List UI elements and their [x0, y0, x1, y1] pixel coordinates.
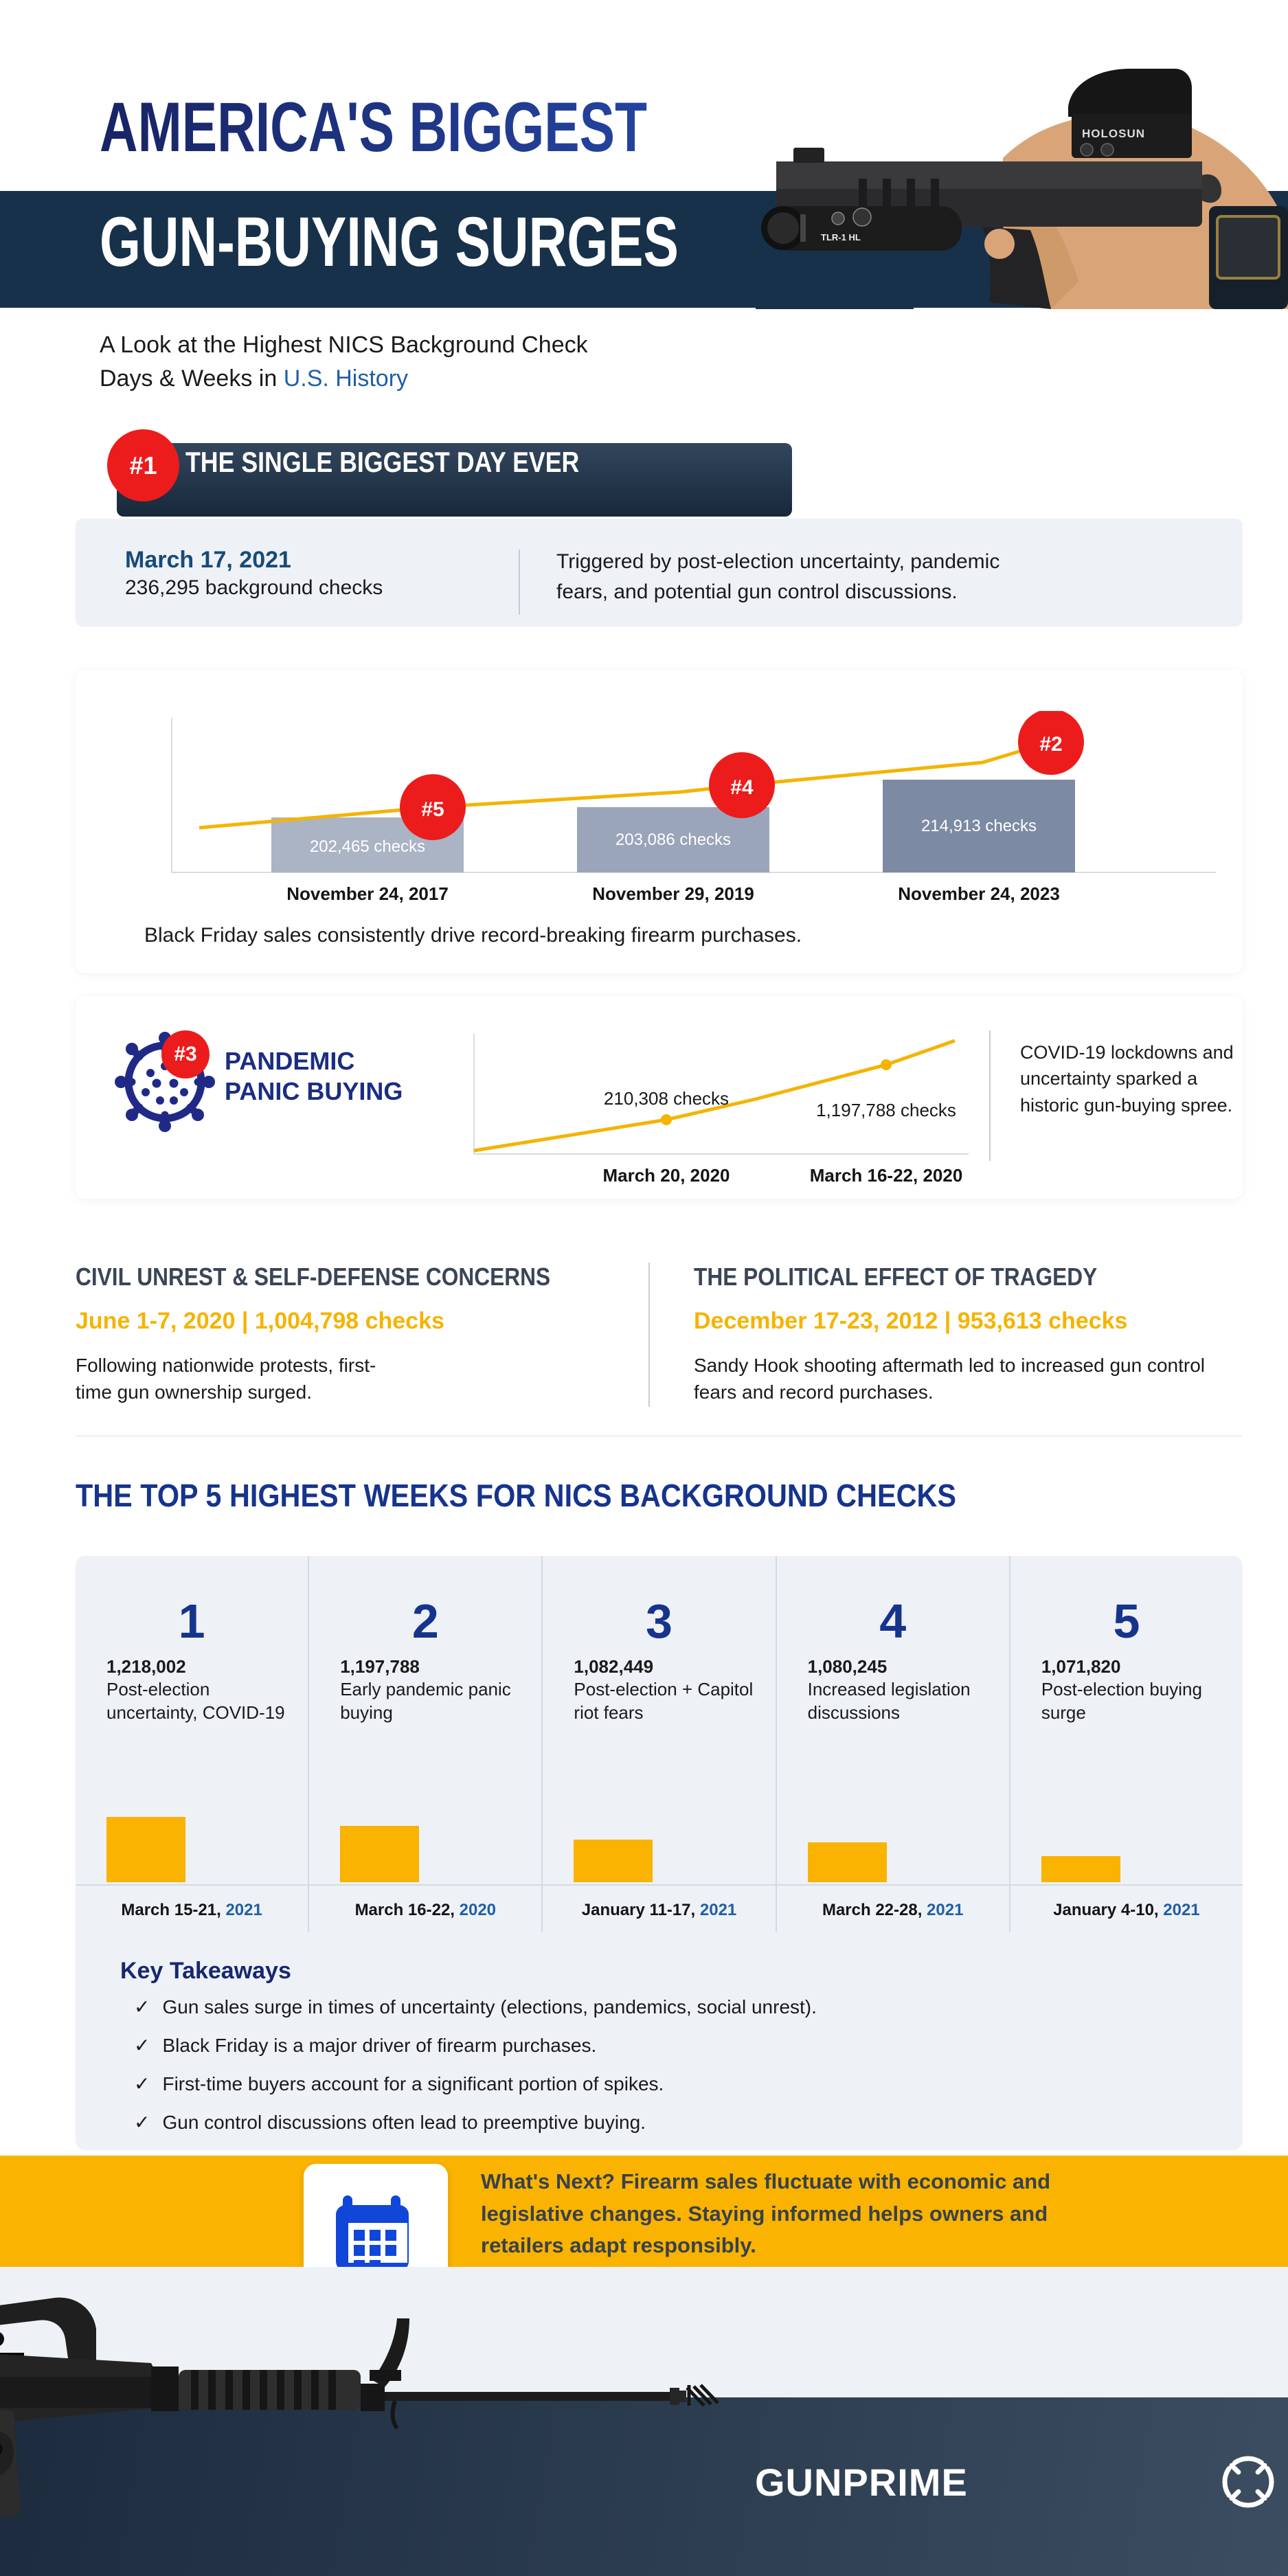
svg-text:November 24, 2023: November 24, 2023 — [898, 883, 1060, 904]
svg-text:203,086 checks: 203,086 checks — [615, 831, 731, 849]
svg-text:214,913 checks: 214,913 checks — [921, 817, 1037, 835]
svg-text:TLR-1 HL: TLR-1 HL — [821, 232, 861, 242]
svg-text:210,308 checks: 210,308 checks — [604, 1088, 729, 1109]
svg-text:1,197,788 checks: 1,197,788 checks — [816, 1100, 956, 1120]
svg-text:#2: #2 — [1039, 733, 1062, 756]
svg-text:November 24, 2017: November 24, 2017 — [286, 883, 449, 904]
svg-text:GUNPRIME: GUNPRIME — [755, 2461, 968, 2504]
svg-text:#5: #5 — [421, 798, 444, 821]
svg-text:202,465 checks: 202,465 checks — [310, 837, 425, 856]
svg-text:March 20, 2020: March 20, 2020 — [602, 1165, 730, 1186]
svg-text:March 16-22, 2020: March 16-22, 2020 — [810, 1165, 963, 1186]
svg-text:November 29, 2019: November 29, 2019 — [592, 883, 754, 904]
svg-text:#4: #4 — [730, 776, 754, 799]
svg-text:HOLOSUN: HOLOSUN — [1082, 127, 1145, 140]
